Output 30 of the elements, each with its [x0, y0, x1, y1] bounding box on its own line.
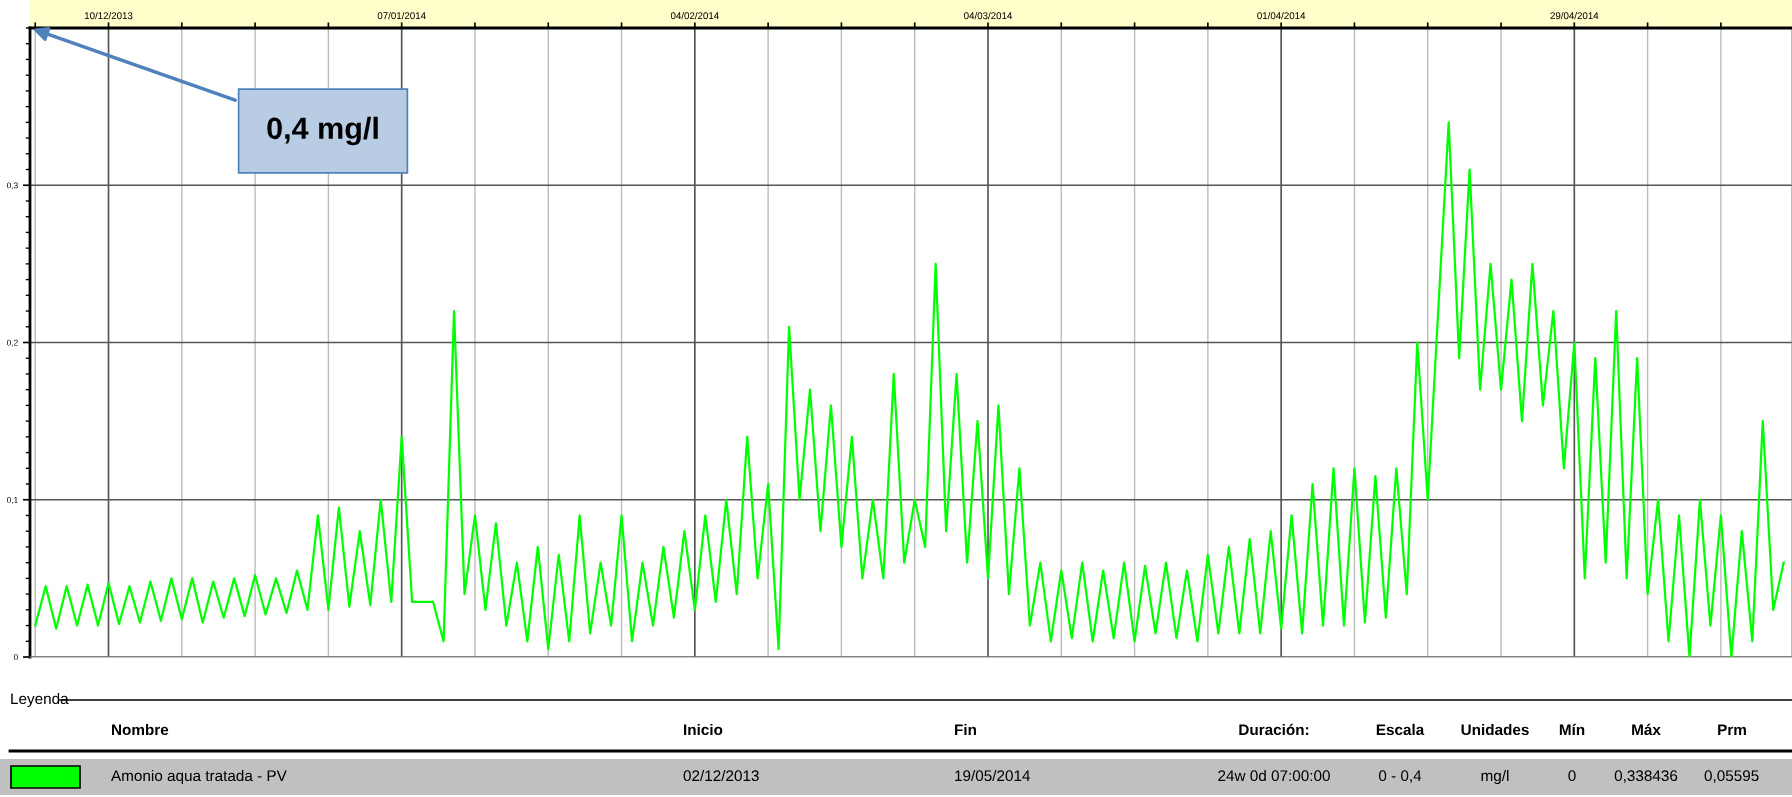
- x-tick-label: 29/04/2014: [1550, 11, 1599, 20]
- text: Inicio: [684, 723, 723, 736]
- x-tick-label: 10/12/2013: [84, 11, 133, 20]
- annotation: 0,4 mg/l: [267, 116, 378, 146]
- text: Leyenda: [11, 692, 69, 708]
- text: Máx: [1632, 723, 1661, 736]
- text: mg/l: [1481, 769, 1509, 785]
- text: 19/05/2014: [955, 769, 1031, 782]
- y-tick-label: 0,2: [6, 339, 18, 347]
- x-tick-label: 04/03/2014: [964, 11, 1013, 20]
- text: Duración:: [1239, 723, 1309, 736]
- text: 0,05595: [1704, 770, 1759, 783]
- x-tick-label: 07/01/2014: [377, 11, 426, 20]
- text: Fin: [955, 723, 976, 735]
- text: Escala: [1376, 723, 1425, 736]
- legend-label: Amonio aqua tratada - PV: [111, 769, 287, 785]
- text: Mín: [1559, 723, 1585, 735]
- text: Prm: [1718, 724, 1746, 735]
- y-tick-label: 0: [13, 654, 18, 661]
- text: 0: [1568, 770, 1576, 782]
- text: 0,338436: [1614, 770, 1678, 783]
- x-tick-label: 04/02/2014: [670, 11, 719, 20]
- text: 24w 0d 07:00:00: [1218, 769, 1330, 782]
- text: 02/12/2013: [683, 769, 759, 782]
- text: Unidades: [1461, 723, 1529, 736]
- text: 0 - 0,4: [1378, 770, 1422, 783]
- x-tick-label: 01/04/2014: [1257, 11, 1306, 20]
- y-tick-label: 0,3: [6, 182, 18, 190]
- y-tick-label: 0,1: [6, 496, 18, 504]
- text: Nombre: [112, 723, 169, 736]
